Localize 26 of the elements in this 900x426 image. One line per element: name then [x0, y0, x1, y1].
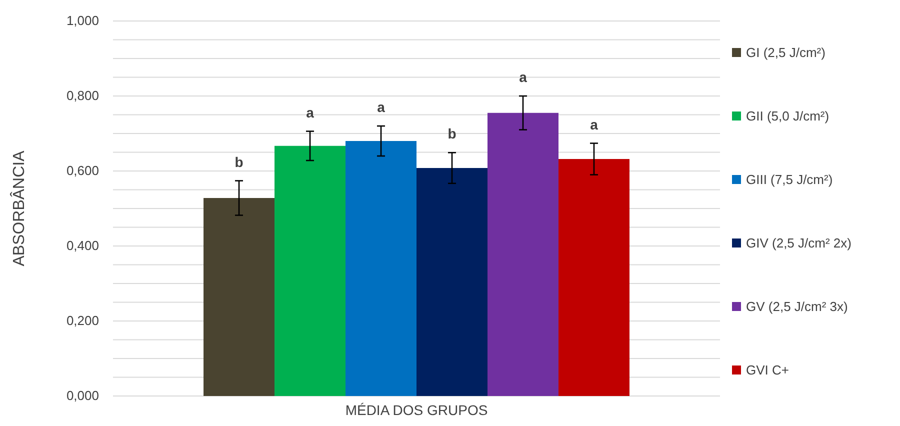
y-tick-label: 0,000 — [66, 388, 99, 404]
legend-label: GIII (7,5 J/cm²) — [746, 172, 833, 187]
legend-label: GVI C+ — [746, 362, 789, 378]
data-label: a — [590, 116, 598, 132]
bar — [274, 146, 346, 396]
bar — [416, 168, 488, 396]
bar — [558, 159, 630, 396]
legend-label: GIV (2,5 J/cm² 2x) — [746, 236, 852, 250]
legend-label: GII (5,0 J/cm²) — [746, 108, 830, 124]
data-label: a — [306, 104, 314, 120]
legend-label: GI (2,5 J/cm²) — [746, 45, 826, 60]
y-tick-label: 0,800 — [66, 88, 99, 104]
bar — [204, 198, 275, 396]
y-tick-label: 0,600 — [66, 163, 99, 178]
data-label: a — [377, 99, 386, 115]
data-label: b — [234, 154, 244, 170]
data-label: a — [519, 69, 528, 85]
y-axis-title: ABSORBÂNCIA — [10, 150, 28, 266]
y-tick-label: 0,200 — [66, 313, 99, 328]
legend-label: GV (2,5 J/cm² 3x) — [746, 299, 848, 314]
data-label: b — [448, 126, 456, 142]
x-axis-title: MÉDIA DOS GRUPOS — [345, 402, 488, 418]
bar — [487, 112, 558, 396]
y-tick-label: 0,400 — [66, 238, 99, 254]
bar — [346, 141, 416, 396]
y-tick-label: 1,000 — [66, 13, 99, 28]
